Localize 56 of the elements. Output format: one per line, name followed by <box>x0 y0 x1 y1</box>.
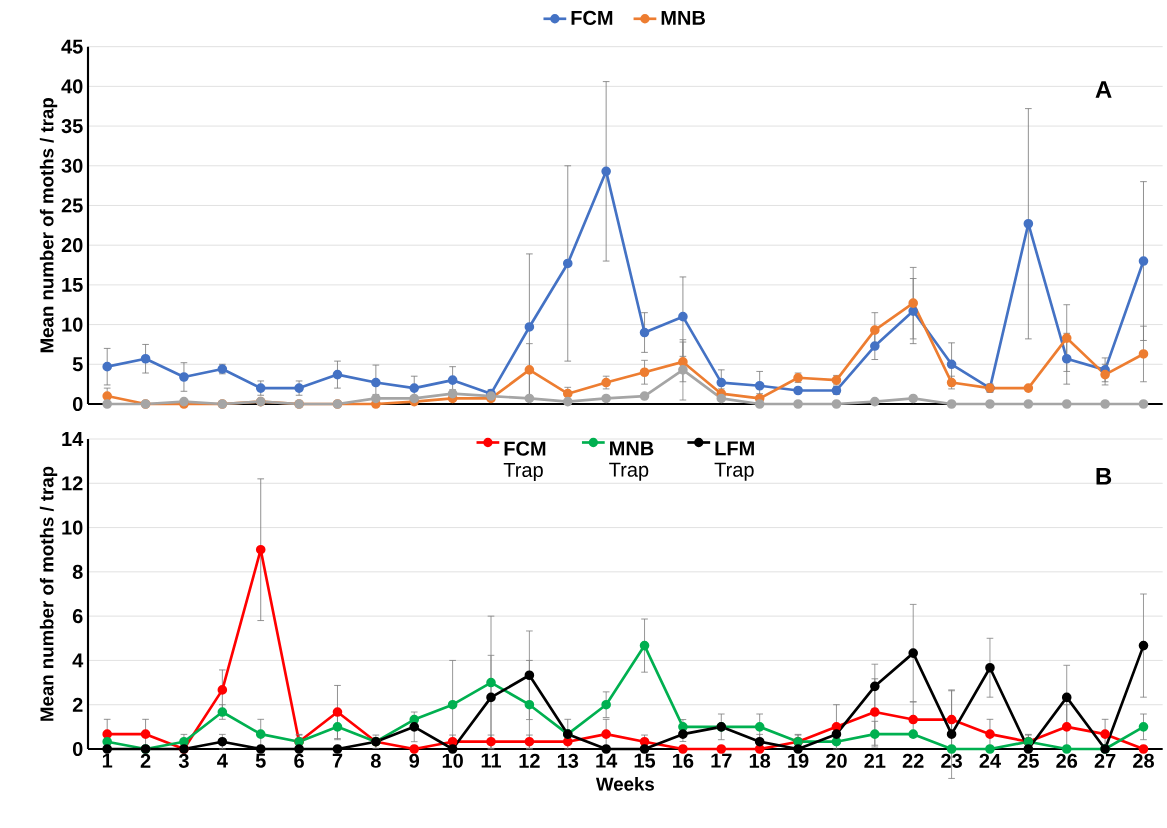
y-tick-label: 2 <box>72 697 83 712</box>
x-tick-label: 1 <box>102 753 113 768</box>
legend-label: FCM Trap <box>503 441 546 481</box>
x-tick-label: 24 <box>979 753 1001 768</box>
x-tick-label: 14 <box>596 753 618 768</box>
x-tick-label: 8 <box>370 753 381 768</box>
x-tick-label: 18 <box>749 753 771 768</box>
x-tick-label: 4 <box>217 753 228 768</box>
x-tick-label: 26 <box>1056 753 1078 768</box>
x-tick-label: 7 <box>332 753 343 768</box>
y-axis-title: Mean number of moths / trap <box>39 98 58 353</box>
x-tick-label: 12 <box>519 753 540 768</box>
y-tick-label: 10 <box>62 520 83 535</box>
x-tick-label: 5 <box>255 753 266 768</box>
x-tick-label: 19 <box>788 753 809 768</box>
y-tick-label: 40 <box>61 79 83 94</box>
y-tick-label: 10 <box>62 317 83 332</box>
y-tick-label: 8 <box>72 564 83 579</box>
y-tick-label: 0 <box>72 741 83 757</box>
y-tick-label: 30 <box>61 158 83 173</box>
x-axis-title: Weeks <box>595 777 654 791</box>
x-tick-label: 27 <box>1094 753 1116 768</box>
legend-label: FCM <box>571 10 613 25</box>
x-tick-label: 9 <box>409 753 420 768</box>
y-tick-label: 15 <box>62 277 83 292</box>
y-tick-label: 45 <box>61 39 83 54</box>
y-tick-label: 0 <box>72 396 83 412</box>
x-tick-label: 3 <box>178 753 189 768</box>
y-tick-label: 12 <box>62 476 83 491</box>
y-tick-label: 20 <box>61 238 83 253</box>
y-axis-title: Mean number of moths / trap <box>39 466 58 721</box>
x-tick-label: 2 <box>140 753 151 768</box>
x-tick-label: 6 <box>294 753 304 768</box>
x-tick-label: 15 <box>634 753 656 768</box>
x-tick-label: 28 <box>1133 753 1154 768</box>
x-tick-label: 23 <box>941 753 962 768</box>
annotation: B <box>1096 467 1112 485</box>
annotation: A <box>1095 81 1112 98</box>
x-tick-label: 21 <box>864 753 886 768</box>
legend-label: LFM Trap <box>714 441 754 481</box>
y-tick-label: 25 <box>61 198 83 213</box>
x-tick-label: 16 <box>673 753 694 768</box>
y-tick-label: 6 <box>72 609 83 624</box>
y-tick-label: 35 <box>61 118 83 134</box>
legend-label: MNB <box>661 10 705 25</box>
x-tick-label: 17 <box>711 753 732 768</box>
x-tick-label: 10 <box>442 753 463 768</box>
y-tick-label: 5 <box>72 357 83 372</box>
y-tick-label: 4 <box>72 653 84 668</box>
x-tick-label: 11 <box>481 753 502 768</box>
x-tick-label: 22 <box>902 753 924 768</box>
y-tick-label: 14 <box>62 432 84 446</box>
legend-label: MNB Trap <box>609 441 654 481</box>
x-tick-label: 13 <box>557 753 579 768</box>
x-tick-label: 25 <box>1017 753 1039 768</box>
x-tick-label: 20 <box>826 753 847 768</box>
